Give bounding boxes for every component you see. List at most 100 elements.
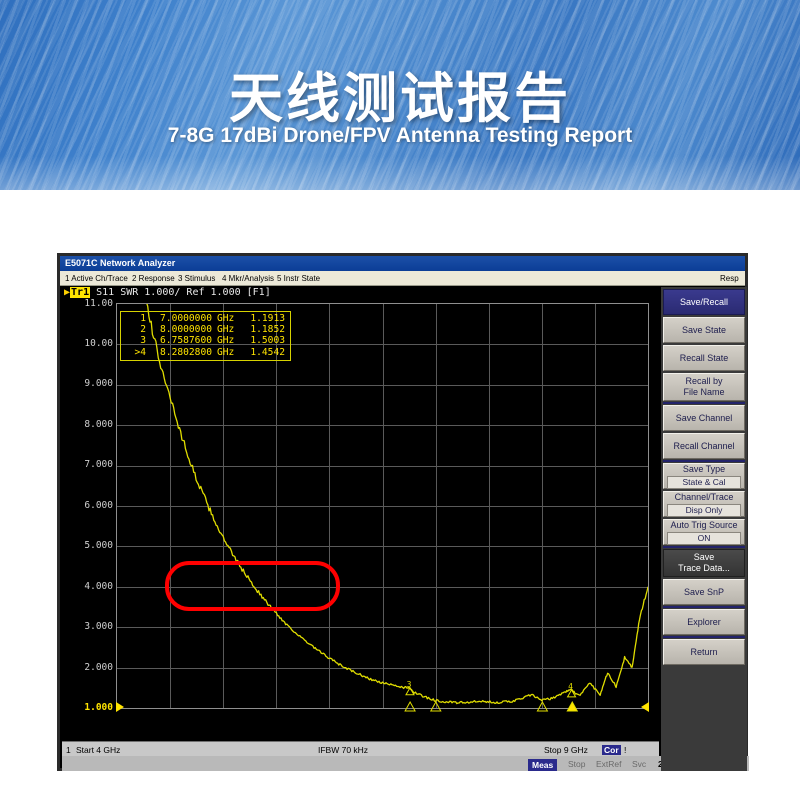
y-tick-2: 2.000 [84, 662, 113, 673]
axis-marker-1[interactable] [429, 700, 442, 712]
softkey-recall-channel[interactable]: Recall Channel [663, 433, 745, 459]
softkey-label: Save Type [682, 463, 726, 474]
softkey-return[interactable]: Return [663, 639, 745, 665]
bottom-svc-label[interactable]: Svc [632, 759, 647, 769]
softkey-explorer[interactable]: Explorer [663, 609, 745, 635]
softkey-label: Save Channel [675, 412, 733, 423]
softkey-label: Channel/Trace [674, 491, 734, 502]
status-start-freq[interactable]: Start 4 GHz [76, 745, 121, 755]
marker-frequency: 6.7587600 [160, 335, 212, 347]
marker-value: 1.1852 [250, 324, 285, 336]
axis-marker-3[interactable] [404, 700, 416, 712]
bottom-stop-label[interactable]: Stop [568, 759, 586, 769]
marker-value: 1.5003 [250, 335, 285, 347]
softkey-label: Save SnP [683, 586, 725, 597]
softkey-value[interactable]: State & Cal [667, 475, 741, 489]
softkey-group-divider [663, 636, 745, 638]
marker-row[interactable]: >4 8.2802800 GHz 1.4542 [126, 347, 285, 358]
softkey-label: Recall Channel [673, 440, 735, 451]
marker-frequency: 7.0000000 [160, 313, 212, 324]
axis-stop-arrow-icon [641, 702, 649, 712]
softkey-group-divider [663, 460, 745, 462]
softkey-channel-trace[interactable]: Channel/Trace Disp Only [663, 491, 745, 517]
menu-item-response-truncated[interactable]: Resp [720, 274, 739, 283]
softkey-group-divider [663, 402, 745, 404]
softkey-label: Recall State [679, 352, 729, 363]
y-tick-1-reference: 1.000 [84, 702, 113, 713]
y-axis-labels: 11.00 10.00 9.000 8.000 7.000 6.000 5.00… [62, 287, 116, 727]
softkey-save-trace-data[interactable]: Save Trace Data... [663, 549, 745, 577]
softkey-save-recall[interactable]: Save/Recall [663, 289, 745, 315]
y-tick-6: 6.000 [84, 500, 113, 511]
bottom-extref-label[interactable]: ExtRef [596, 759, 622, 769]
status-channel: 1 [66, 745, 71, 755]
softkey-auto-trig-source[interactable]: Auto Trig Source ON [663, 519, 745, 545]
softkey-save-state[interactable]: Save State [663, 317, 745, 343]
axis-marker-4[interactable] [566, 700, 579, 712]
marker-flag-3[interactable] [405, 686, 415, 696]
report-banner: 天线测试报告 7-8G 17dBi Drone/FPV Antenna Test… [0, 0, 800, 190]
marker-row[interactable]: 3 6.7587600 GHz 1.5003 [126, 335, 285, 346]
marker-row[interactable]: 1 7.0000000 GHz 1.1913 [126, 313, 285, 324]
softkey-label: Save State [681, 324, 727, 335]
trace-number-badge[interactable]: Tr1 [70, 287, 91, 298]
bottom-meas-badge[interactable]: Meas [528, 759, 558, 771]
marker-unit: GHz [217, 324, 235, 336]
marker-unit: GHz [217, 335, 235, 347]
status-trailing: ! [624, 745, 627, 755]
menu-item-instr-state[interactable]: 5 Instr State [277, 274, 321, 283]
softkey-label: Save Trace Data... [678, 552, 730, 573]
menu-item-stimulus[interactable]: 3 Stimulus [178, 274, 216, 283]
softkey-label: Explorer [687, 616, 721, 627]
marker-flag-label-4: 4 [568, 682, 573, 691]
y-tick-8: 8.000 [84, 419, 113, 430]
trace-label[interactable]: ▶Tr1 S11 SWR 1.000/ Ref 1.000 [F1] [64, 287, 271, 300]
softkey-panel[interactable]: Save/Recall Save State Recall State Recall … [661, 287, 747, 771]
marker-readout-table[interactable]: 1 7.0000000 GHz 1.1913 2 8.0000000 GHz 1.1852 3 6… [120, 311, 291, 361]
softkey-value[interactable]: ON [667, 531, 741, 545]
swr-trace-line [146, 304, 648, 705]
softkey-save-type[interactable]: Save Type State & Cal [663, 463, 745, 489]
softkey-label: Save/Recall [679, 296, 729, 307]
marker-flag-4[interactable] [566, 688, 577, 698]
menu-item-active-ch-trace[interactable]: 1 Active Ch/Trace [65, 274, 128, 283]
softkey-value[interactable]: Disp Only [667, 503, 741, 517]
window-titlebar: E5071C Network Analyzer [60, 256, 745, 271]
report-subtitle: 7-8G 17dBi Drone/FPV Antenna Testing Rep… [167, 124, 633, 147]
softkey-save-snp[interactable]: Save SnP [663, 579, 745, 605]
menu-item-mkr-analysis[interactable]: 4 Mkr/Analysis [222, 274, 275, 283]
bottom-status-bar: Meas Stop ExtRef Svc 2025-11-23 22:5 [62, 756, 749, 771]
status-correction-badge[interactable]: Cor [602, 745, 621, 755]
marker-number: >4 [134, 346, 146, 358]
trace-arrow-icon: ▶ [64, 287, 71, 298]
plot-area: ▶Tr1 S11 SWR 1.000/ Ref 1.000 [F1] 11.00… [62, 287, 659, 739]
marker-unit: GHz [217, 313, 235, 324]
marker-number: 2 [140, 324, 146, 336]
softkey-group-divider [663, 546, 745, 548]
menu-item-response[interactable]: 2 Response [132, 274, 175, 283]
softkey-save-channel[interactable]: Save Channel [663, 405, 745, 431]
softkey-recall-by-file-name[interactable]: Recall by File Name [663, 373, 745, 401]
marker-axis-strip [116, 700, 649, 715]
y-tick-5: 5.000 [84, 540, 113, 551]
marker-value: 1.4542 [250, 346, 285, 358]
marker-frequency: 8.0000000 [160, 324, 212, 336]
status-stop-freq[interactable]: Stop 9 GHz [544, 745, 588, 755]
y-tick-4: 4.000 [84, 581, 113, 592]
marker-unit: GHz [217, 346, 235, 358]
softkey-label: Recall by File Name [683, 376, 725, 397]
vna-window: E5071C Network Analyzer 1 Active Ch/Trac… [57, 253, 749, 771]
status-ifbw[interactable]: IFBW 70 kHz [318, 745, 369, 755]
y-tick-9: 9.000 [84, 378, 113, 389]
y-tick-7: 7.000 [84, 459, 113, 470]
report-title: 天线测试报告 [229, 67, 571, 130]
marker-row[interactable]: 2 8.0000000 GHz 1.1852 [126, 324, 285, 335]
marker-number: 1 [140, 313, 146, 324]
softkey-recall-state[interactable]: Recall State [663, 345, 745, 371]
grid-lines [117, 304, 648, 708]
menu-bar[interactable]: 1 Active Ch/Trace 2 Response 3 Stimulus … [60, 271, 745, 286]
marker-frequency: 8.2802800 [160, 346, 212, 358]
axis-marker-2[interactable] [536, 700, 549, 712]
